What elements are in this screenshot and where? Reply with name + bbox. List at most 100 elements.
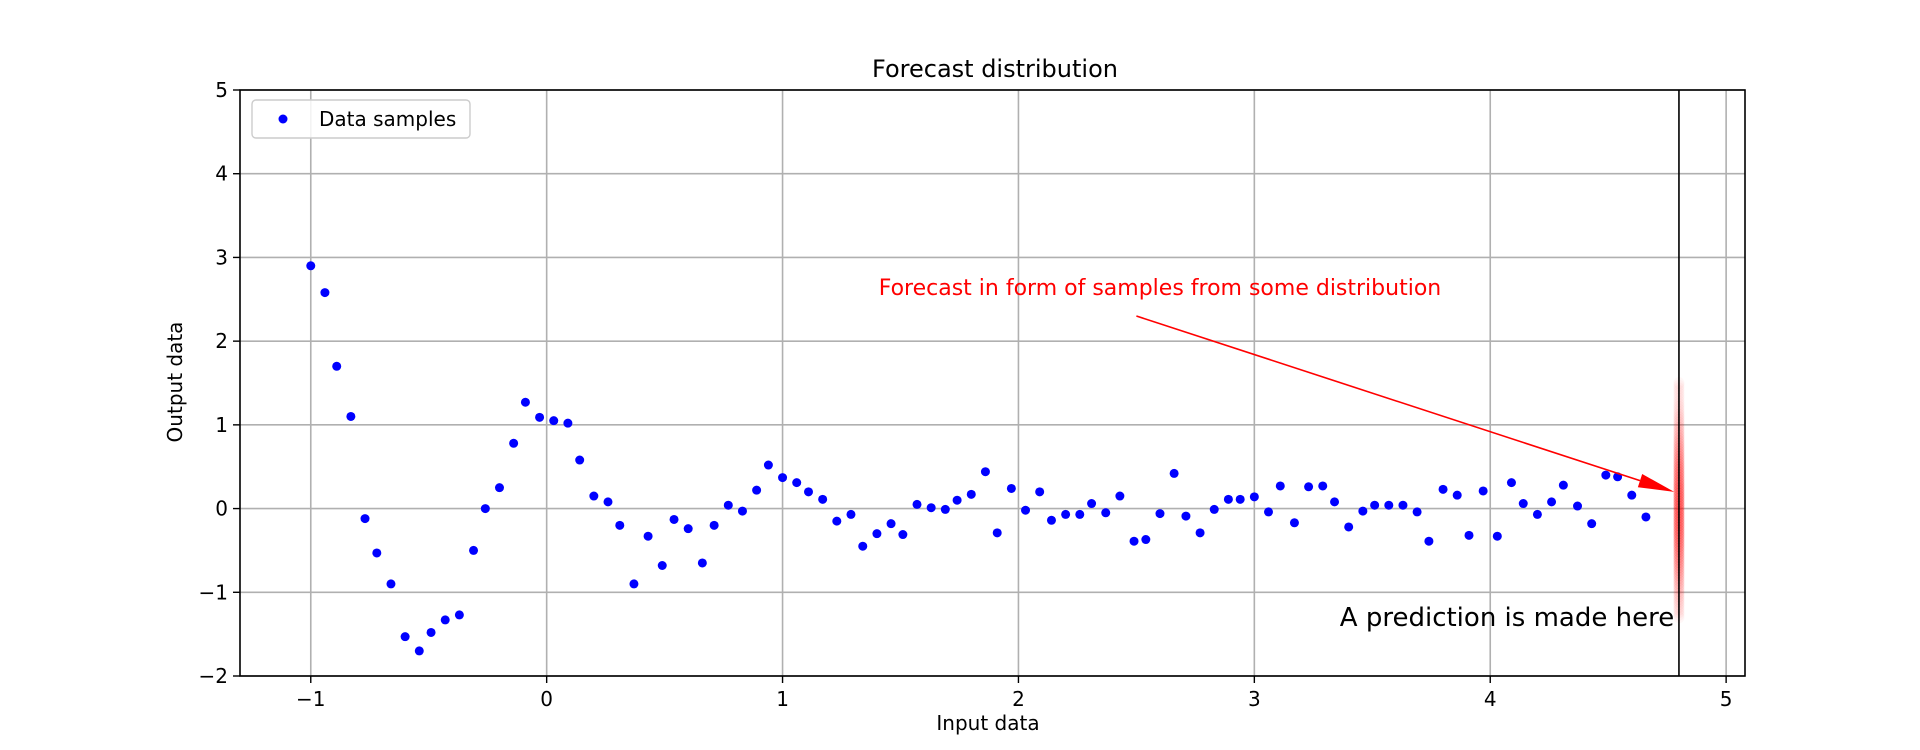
data-point	[1169, 468, 1179, 478]
data-point	[372, 548, 382, 558]
data-point	[1249, 492, 1259, 502]
y-tick-label: −1	[199, 580, 228, 604]
data-point	[1075, 509, 1085, 519]
data-point	[320, 288, 330, 298]
data-point	[723, 500, 733, 510]
data-point	[1330, 497, 1340, 507]
data-point	[603, 497, 613, 507]
data-point	[1263, 507, 1273, 517]
data-point	[426, 627, 436, 637]
data-point	[1547, 497, 1557, 507]
data-point	[332, 361, 342, 371]
data-point	[1304, 482, 1314, 492]
y-axis-label: Output data	[163, 322, 187, 443]
data-point	[1558, 480, 1568, 490]
y-axis-ticks: −2 −1 0 1 2 3 4 5	[199, 78, 240, 688]
data-point	[1155, 509, 1165, 519]
forecast-annotation: Forecast in form of samples from some di…	[879, 276, 1442, 301]
data-point	[832, 516, 842, 526]
data-point	[386, 579, 396, 589]
data-point	[1573, 501, 1583, 511]
data-point	[360, 514, 370, 524]
data-point	[792, 478, 802, 488]
data-point	[1532, 509, 1542, 519]
data-point	[804, 487, 814, 497]
data-point	[1384, 500, 1394, 510]
data-point	[898, 530, 908, 540]
forecast-arrow-shaft	[1136, 315, 1641, 482]
data-point	[1129, 536, 1139, 546]
data-point	[763, 460, 773, 470]
data-point	[1195, 528, 1205, 538]
data-point	[1087, 499, 1097, 509]
data-point	[940, 504, 950, 514]
data-point	[494, 483, 504, 493]
data-point	[454, 610, 464, 620]
data-point	[1021, 505, 1031, 515]
data-point	[400, 632, 410, 642]
data-point	[589, 491, 599, 501]
data-point	[886, 519, 896, 529]
data-point	[1101, 508, 1111, 518]
data-point	[414, 646, 424, 656]
data-point	[509, 438, 519, 448]
data-point	[992, 528, 1002, 538]
data-point	[737, 506, 747, 516]
y-tick-label: −2	[199, 664, 228, 688]
data-point	[912, 499, 922, 509]
data-point	[1506, 478, 1516, 488]
y-tick-label: 1	[215, 413, 228, 437]
data-point	[1115, 491, 1125, 501]
data-point	[1412, 507, 1422, 517]
data-point	[1464, 530, 1474, 540]
prediction-annotation: A prediction is made here	[1340, 603, 1674, 633]
legend-entry-data-samples: Data samples	[319, 107, 456, 131]
data-point	[1370, 500, 1380, 510]
data-point	[657, 560, 667, 570]
data-point	[1141, 535, 1151, 545]
data-point	[643, 531, 653, 541]
data-series	[306, 261, 1651, 656]
data-point	[858, 541, 868, 551]
x-tick-label: 4	[1484, 687, 1497, 711]
data-point	[1181, 511, 1191, 521]
x-axis-ticks: −1 0 1 2 3 4 5	[296, 676, 1732, 711]
x-axis-label: Input data	[936, 711, 1039, 735]
grid	[240, 89, 1745, 677]
data-point	[1035, 487, 1045, 497]
annotations: Forecast in form of samples from some di…	[879, 276, 1675, 633]
data-point	[549, 416, 559, 426]
data-point	[1358, 506, 1368, 516]
x-tick-label: 2	[1012, 687, 1025, 711]
data-point	[1641, 512, 1651, 522]
data-point	[1424, 536, 1434, 546]
legend-box	[251, 99, 471, 139]
data-point	[575, 455, 585, 465]
forecast-arrow-head	[1637, 473, 1675, 492]
data-point	[1438, 484, 1448, 494]
data-point	[818, 494, 828, 504]
data-point	[1289, 518, 1299, 528]
data-point	[480, 504, 490, 514]
plot-area	[239, 89, 1746, 677]
data-point	[1627, 490, 1637, 500]
data-point	[966, 489, 976, 499]
data-point	[440, 615, 450, 625]
data-point	[1344, 522, 1354, 532]
data-point	[1478, 486, 1488, 496]
legend: Data samples	[251, 99, 471, 139]
data-point	[1223, 494, 1233, 504]
y-tick-label: 3	[215, 245, 228, 269]
x-tick-label: −1	[296, 687, 325, 711]
data-point	[846, 509, 856, 519]
data-point	[1006, 483, 1016, 493]
data-point	[926, 503, 936, 513]
data-point	[1235, 494, 1245, 504]
data-point	[1398, 500, 1408, 510]
data-point	[1209, 504, 1219, 514]
data-point	[1046, 515, 1056, 525]
y-tick-label: 0	[215, 497, 228, 521]
legend-marker	[278, 114, 288, 124]
data-point	[535, 412, 545, 422]
forecast-spread	[1673, 400, 1685, 616]
